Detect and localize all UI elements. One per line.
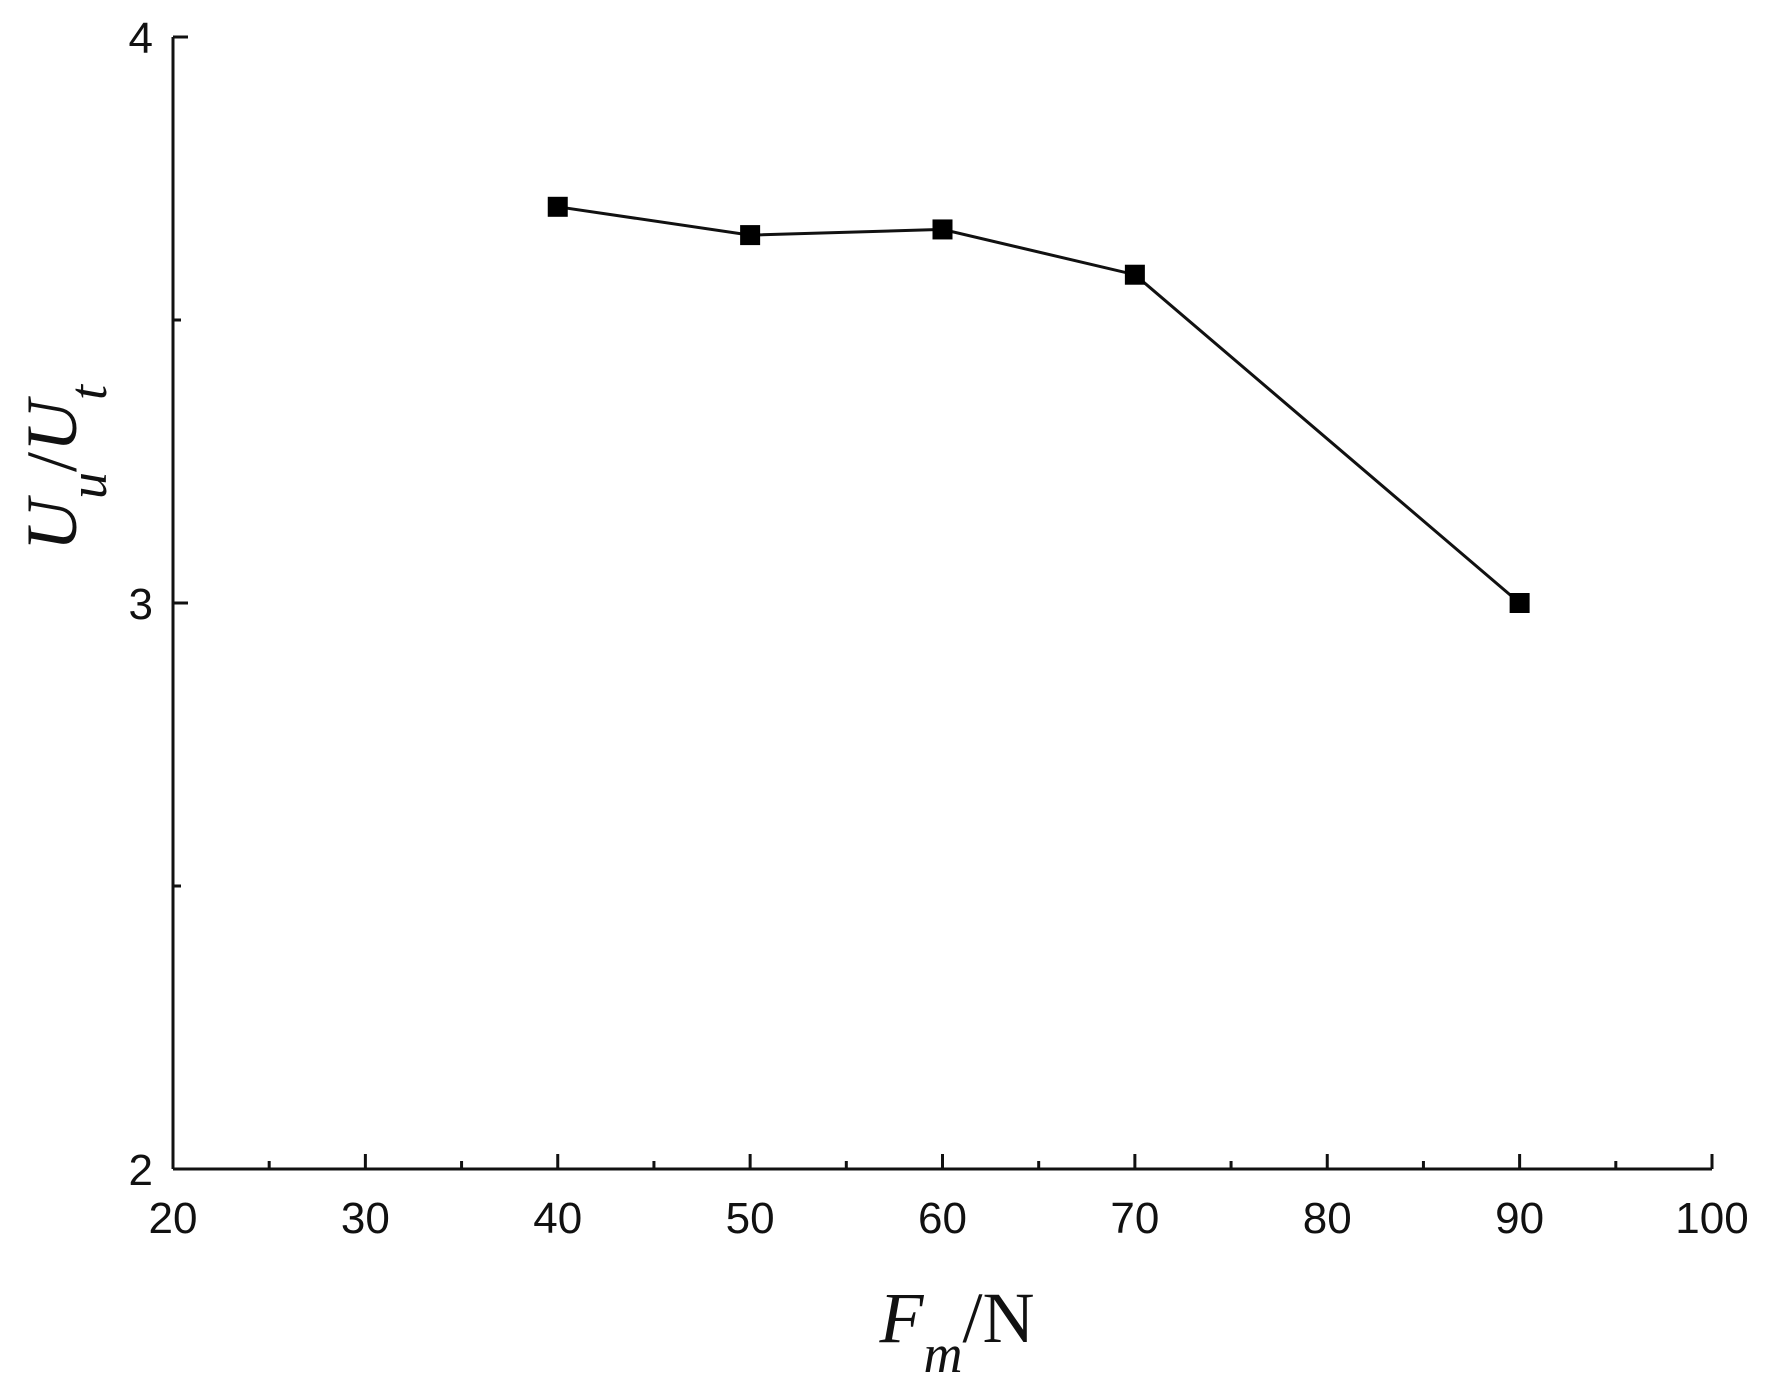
y-axis-title-sub1: u [58, 472, 118, 499]
series-line [557, 205, 1521, 605]
x-axis-title-sub: m [923, 1324, 962, 1383]
y-axis-title-main2: U [12, 396, 92, 452]
x-tick-label: 40 [533, 1194, 582, 1243]
y-axis-title-sep: / [12, 452, 92, 472]
y-axis-title-sub2: t [58, 383, 118, 400]
x-axis-title: Fm/N [879, 1278, 1035, 1383]
data-point [1124, 264, 1145, 285]
x-tick-label: 60 [918, 1194, 967, 1243]
x-tick-label: 90 [1495, 1194, 1544, 1243]
data-point [547, 196, 568, 217]
y-axis-title: Uu/Ut [12, 383, 118, 551]
data-point [740, 225, 761, 246]
data-point [1509, 593, 1530, 613]
x-tick-label: 100 [1675, 1194, 1748, 1243]
y-tick-label: 2 [129, 1146, 153, 1195]
y-tick-label: 4 [129, 14, 153, 63]
x-axis-title-main: F [879, 1278, 925, 1358]
plot-area: 20 30 40 50 60 70 80 90 100 2 3 4 [129, 14, 1749, 1243]
y-axis-title-main1: U [12, 495, 92, 551]
x-axis-title-tail: /N [962, 1278, 1034, 1358]
x-tick-label: 70 [1110, 1194, 1159, 1243]
data-point [932, 219, 953, 240]
x-tick-label: 50 [726, 1194, 775, 1243]
y-tick-label: 3 [129, 580, 153, 629]
x-tick-label: 30 [341, 1194, 390, 1243]
x-tick-label: 80 [1303, 1194, 1352, 1243]
x-tick-label: 20 [149, 1194, 198, 1243]
